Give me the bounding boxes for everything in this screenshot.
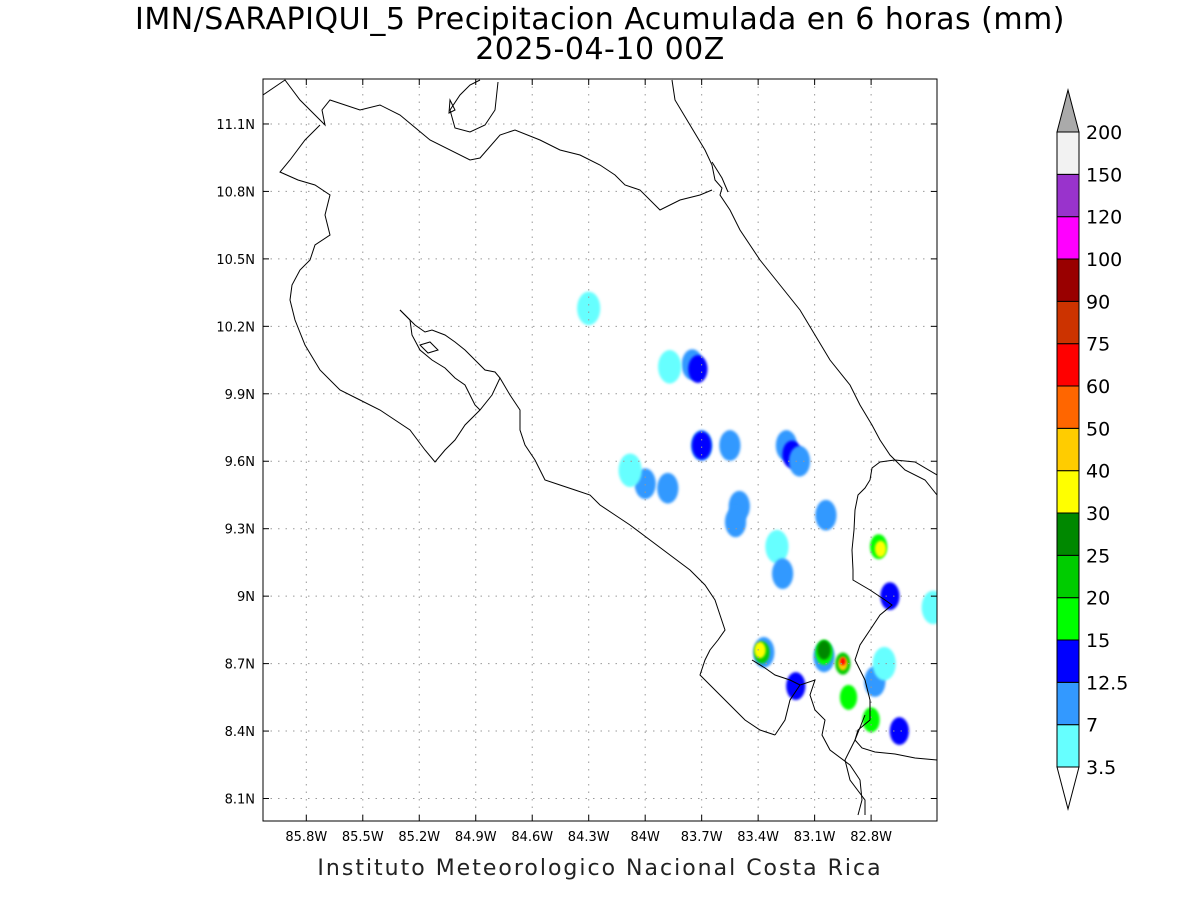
colorbar-bottom-arrow <box>1056 766 1080 811</box>
precip-cell <box>880 582 900 611</box>
colorbar-label: 7 <box>1086 715 1098 737</box>
colorbar-box <box>1056 300 1080 345</box>
x-tick-label: 84.9W <box>455 830 497 845</box>
y-tick-label: 9.3N <box>225 523 255 538</box>
colorbar-box <box>1056 216 1080 260</box>
colorbar-box <box>1056 173 1080 218</box>
precipitation-fields <box>577 291 937 745</box>
precip-cell <box>839 684 858 710</box>
chart-title: IMN/SARAPIQUI_5 Precipitacion Acumulada … <box>135 2 1065 37</box>
precip-cell <box>692 431 712 460</box>
colorbar-label: 40 <box>1086 461 1110 483</box>
precip-cell <box>657 472 679 504</box>
precip-cell <box>754 641 766 659</box>
y-tick-label: 9N <box>237 590 255 605</box>
y-tick-label: 10.8N <box>216 185 255 200</box>
map-frame <box>262 78 938 822</box>
colorbar-label: 3.5 <box>1086 757 1116 779</box>
x-tick-label: 84.3W <box>568 830 610 845</box>
colorbar-box <box>1056 470 1080 514</box>
colorbar-label: 150 <box>1086 164 1122 186</box>
colorbar-label: 15 <box>1086 630 1110 652</box>
y-tick-label: 8.4N <box>225 725 255 740</box>
colorbar-label: 25 <box>1086 545 1110 567</box>
colorbar-box <box>1056 724 1080 768</box>
x-tick-label: 83.4W <box>737 830 779 845</box>
precip-cell <box>719 430 741 461</box>
colorbar-label: 90 <box>1086 291 1110 313</box>
colorbar-box <box>1056 681 1080 726</box>
precip-cell <box>765 529 789 564</box>
x-tick-label: 85.8W <box>285 830 327 845</box>
precip-cell <box>862 707 880 733</box>
colorbar-box <box>1056 258 1080 302</box>
colorbar-box <box>1056 639 1080 683</box>
precip-cell <box>772 558 794 590</box>
precip-cell <box>786 672 806 701</box>
y-tick-label: 9.6N <box>225 455 255 470</box>
colorbar-label: 100 <box>1086 249 1122 271</box>
colorbar-box <box>1056 343 1080 387</box>
colorbar-box <box>1056 597 1080 641</box>
precip-cell <box>874 540 887 558</box>
colorbar: 3.5 7 12.5 15 20 25 30 40 50 60 75 90 100 120 150 200 <box>1056 88 1128 811</box>
chart-subtitle-date: 2025-04-10 00Z <box>475 32 725 67</box>
precip-cell <box>788 445 811 477</box>
colorbar-label: 30 <box>1086 503 1110 525</box>
footer-credit: Instituto Meteorologico Nacional Costa R… <box>317 856 883 881</box>
x-tick-label: 83.7W <box>681 830 723 845</box>
precip-cell <box>817 640 831 660</box>
precip-cell <box>658 350 682 384</box>
colorbar-label: 200 <box>1086 122 1122 144</box>
precip-cell <box>815 499 837 531</box>
colorbar-box <box>1056 131 1080 175</box>
y-tick-label: 10.5N <box>216 253 255 268</box>
y-tick-label: 11.1N <box>216 118 255 133</box>
colorbar-label: 50 <box>1086 418 1110 440</box>
map-axes: 85.8W 85.5W 85.2W 84.9W 84.6W 84.3W 84W 83.7W 83… <box>216 79 937 845</box>
graticule-grid <box>263 79 937 821</box>
precip-cell <box>688 355 708 383</box>
colorbar-label: 120 <box>1086 207 1122 229</box>
precip-cell <box>889 717 909 745</box>
colorbar-box <box>1056 554 1080 599</box>
colorbar-box <box>1056 385 1080 429</box>
colorbar-label: 20 <box>1086 588 1110 610</box>
coastlines-borders <box>263 79 937 816</box>
colorbar-top-arrow <box>1056 88 1080 133</box>
precip-cell <box>724 506 747 538</box>
y-tick-label: 8.1N <box>225 793 255 808</box>
y-tick-label: 10.2N <box>216 320 255 335</box>
y-tick-label: 8.7N <box>225 658 255 673</box>
colorbar-box <box>1056 512 1080 556</box>
precip-cell <box>577 291 601 326</box>
precip-cell <box>618 453 642 488</box>
colorbar-label: 12.5 <box>1086 672 1128 694</box>
colorbar-box <box>1056 427 1080 472</box>
colorbar-label: 60 <box>1086 376 1110 398</box>
x-tick-label: 84W <box>630 830 660 845</box>
x-tick-label: 82.8W <box>850 830 892 845</box>
precip-cell <box>921 590 937 625</box>
precip-cell <box>872 646 896 681</box>
x-tick-label: 85.2W <box>398 830 440 845</box>
x-tick-label: 85.5W <box>342 830 384 845</box>
x-tick-label: 83.1W <box>794 830 836 845</box>
colorbar-label: 75 <box>1086 334 1110 356</box>
x-tick-label: 84.6W <box>511 830 553 845</box>
y-tick-label: 9.9N <box>225 388 255 403</box>
